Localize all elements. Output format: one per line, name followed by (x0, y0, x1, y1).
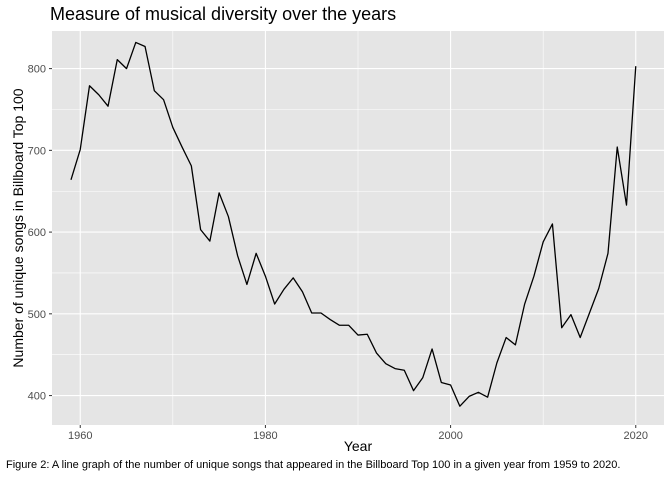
y-axis-ticks: 400 500 600 700 800 (28, 64, 52, 403)
y-tick-label: 700 (28, 145, 46, 157)
y-axis-title: Number of unique songs in Billboard Top … (10, 88, 26, 367)
x-axis-title: Year (344, 438, 373, 454)
series-line (70, 41, 637, 407)
x-tick-label: 2020 (624, 430, 648, 442)
chart-title: Measure of musical diversity over the ye… (50, 4, 397, 24)
y-tick-label: 400 (28, 391, 46, 403)
x-tick-label: 1980 (253, 430, 277, 442)
y-tick-label: 500 (28, 309, 46, 321)
figure-caption: Figure 2: A line graph of the number of … (6, 459, 621, 471)
x-tick-label: 1960 (68, 430, 92, 442)
x-tick-label: 2000 (438, 430, 462, 442)
y-tick-label: 800 (28, 64, 46, 76)
minor-gridlines (52, 31, 664, 425)
x-axis-ticks: 1960 1980 2000 2020 (68, 425, 648, 442)
major-gridlines (52, 31, 664, 425)
y-tick-label: 600 (28, 227, 46, 239)
